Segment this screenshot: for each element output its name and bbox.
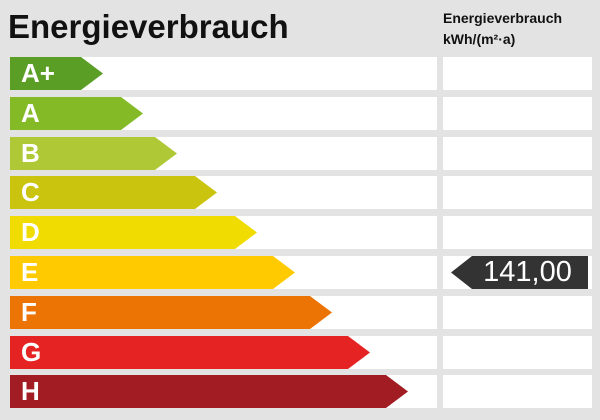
scale-arrow-d: D bbox=[10, 216, 257, 249]
value-column-cell bbox=[443, 216, 592, 249]
consumption-value: 141,00 bbox=[483, 256, 572, 288]
scale-arrow-b: B bbox=[10, 137, 177, 170]
value-column-cell bbox=[443, 375, 592, 408]
scale-grade-label: H bbox=[21, 376, 40, 406]
scale-arrow-g: G bbox=[10, 336, 370, 369]
scale-grade-label: F bbox=[21, 297, 37, 327]
unit-header-line2: kWh/(m²·a) bbox=[443, 31, 516, 47]
value-column-cell bbox=[443, 336, 592, 369]
scale-grade-label: E bbox=[21, 257, 39, 287]
scale-grade-label: D bbox=[21, 217, 40, 247]
scale-grade-label: C bbox=[21, 177, 40, 207]
scale-grade-label: G bbox=[21, 337, 42, 367]
scale-arrow-c: C bbox=[10, 176, 217, 209]
scale-arrow-h: H bbox=[10, 375, 408, 408]
unit-header-line1: Energieverbrauch bbox=[443, 10, 563, 26]
scale-grade-label: A+ bbox=[21, 58, 55, 88]
value-column-cell bbox=[443, 137, 592, 170]
value-column-cell bbox=[443, 176, 592, 209]
scale-arrow-a: A bbox=[10, 97, 143, 130]
value-column-cell bbox=[443, 97, 592, 130]
value-column-cell bbox=[443, 296, 592, 329]
consumption-value-badge: 141,00 bbox=[451, 256, 588, 289]
scale-arrow-aplus: A+ bbox=[10, 57, 103, 90]
value-column-cell bbox=[443, 57, 592, 90]
scale-grade-label: B bbox=[21, 138, 40, 168]
scale-grade-label: A bbox=[21, 98, 40, 128]
scale-arrow-e: E bbox=[10, 256, 295, 289]
unit-column-header: Energieverbrauch kWh/(m²·a) bbox=[443, 8, 562, 50]
page-title: Energieverbrauch bbox=[8, 8, 289, 45]
scale-arrow-f: F bbox=[10, 296, 332, 329]
